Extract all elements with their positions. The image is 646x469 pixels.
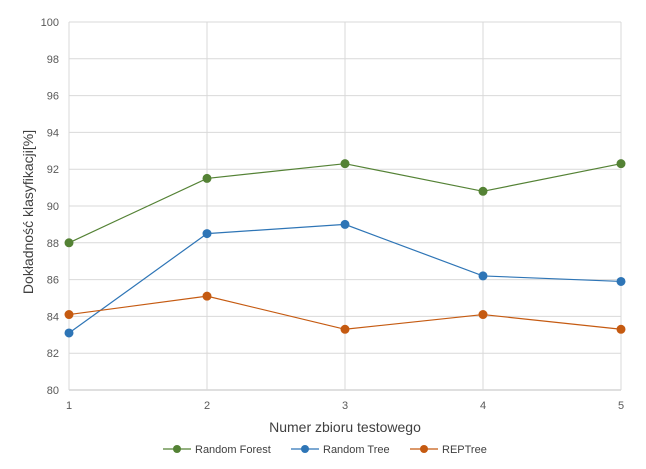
data-point-random-forest [616,159,626,169]
y-tick-label: 92 [47,164,59,176]
x-tick-label: 1 [66,400,72,412]
data-point-reptree [340,324,350,334]
x-tick-label: 4 [480,400,486,412]
series-group [64,159,626,338]
y-axis-ticks: 80 82 84 86 88 90 92 94 96 98 100 [41,17,59,397]
legend: Random Forest Random Tree REPTree [163,444,487,456]
legend-marker [173,445,181,453]
y-tick-label: 88 [47,238,59,250]
y-tick-label: 98 [47,54,59,66]
data-point-reptree [202,291,212,301]
y-tick-label: 100 [41,17,59,29]
legend-label: REPTree [442,444,487,456]
data-point-random-tree [202,229,212,239]
y-tick-label: 90 [47,201,59,213]
y-tick-label: 84 [47,311,59,323]
data-point-random-tree [616,276,626,286]
x-axis-ticks: 1 2 3 4 5 [66,400,624,412]
y-tick-label: 82 [47,348,59,360]
legend-label: Random Tree [323,444,390,456]
x-tick-label: 2 [204,400,210,412]
legend-item-reptree: REPTree [410,444,487,456]
x-tick-label: 5 [618,400,624,412]
legend-marker [420,445,428,453]
y-tick-label: 80 [47,385,59,397]
data-point-random-forest [202,173,212,183]
data-point-random-tree [478,271,488,281]
data-point-random-forest [64,238,74,248]
x-axis-title: Numer zbioru testowego [269,419,421,435]
legend-item-random-forest: Random Forest [163,444,271,456]
grid [68,21,622,391]
y-tick-label: 94 [47,127,59,139]
data-point-random-tree [64,328,74,338]
data-point-random-forest [478,186,488,196]
data-point-random-forest [340,159,350,169]
data-point-random-tree [340,219,350,229]
y-tick-label: 86 [47,275,59,287]
x-tick-label: 3 [342,400,348,412]
data-point-reptree [616,324,626,334]
data-point-reptree [64,310,74,320]
data-point-reptree [478,310,488,320]
y-tick-label: 96 [47,91,59,103]
legend-marker [301,445,309,453]
legend-item-random-tree: Random Tree [291,444,390,456]
legend-label: Random Forest [195,444,271,456]
y-axis-title: Dokładność klasyfikacji[%] [20,130,36,294]
